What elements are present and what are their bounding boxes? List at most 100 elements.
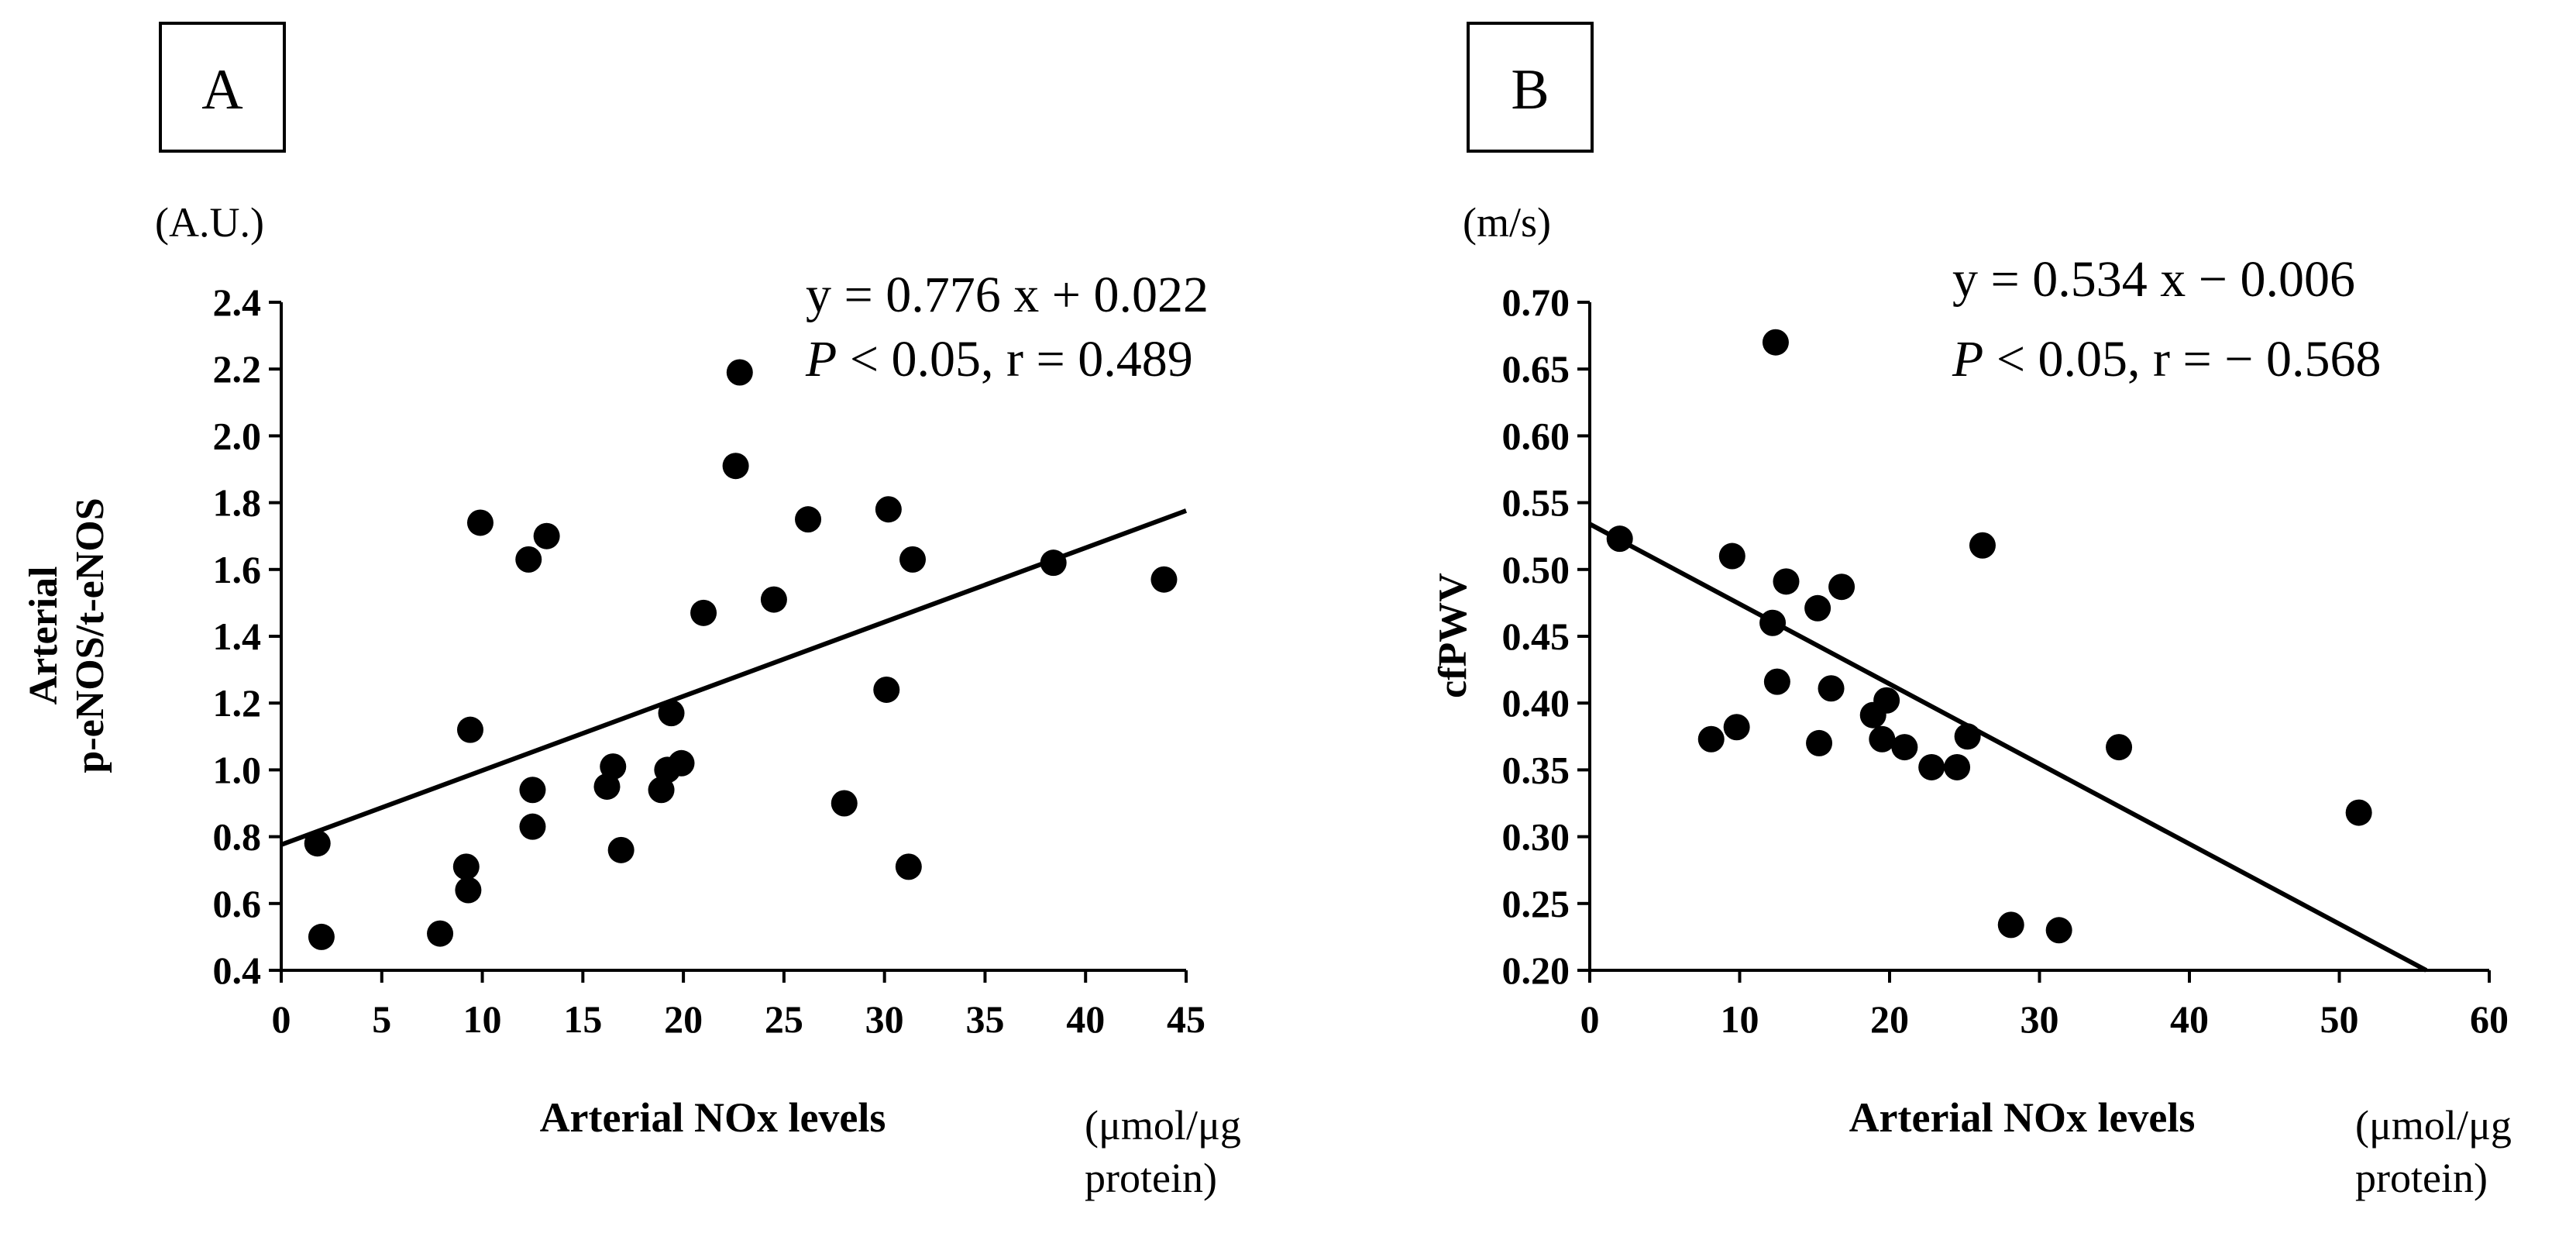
data-point [1697,725,1725,753]
panel-a: A (A.U.) 0.4 0.6 0.8 1.0 1.2 1.4 1.6 1.8 2.0 2.2 2.4… [22,22,1241,1201]
x-unit-label: (μmol/μg [1085,1102,1241,1149]
data-point [519,813,546,840]
x-tick-label: 35 [965,997,1004,1041]
x-tick-label: 45 [1167,997,1205,1041]
stats-text: < 0.05, r = 0.489 [837,331,1192,388]
x-unit-label: protein) [1085,1155,1217,1201]
y-tick-label: 0.35 [1502,748,1570,791]
data-point [1723,714,1750,741]
x-tick-label: 40 [2170,997,2209,1041]
data-point [456,716,483,743]
data-point [1891,734,1918,761]
data-point [2345,799,2372,826]
data-point [1806,729,1833,756]
data-point [2106,734,2133,761]
panel-label: A [201,58,242,122]
data-point [607,836,635,863]
y-tick-label: 2.0 [213,414,262,457]
data-point [895,853,922,880]
y-axis-label: Arterialp-eNOS/t-eNOS [22,498,112,773]
stats-text: < 0.05, r = − 0.568 [1983,331,2381,388]
data-point [600,753,627,780]
x-tick-label: 15 [563,997,602,1041]
data-point [1918,753,1945,780]
x-tick-label: 0 [272,997,291,1041]
data-point [1954,723,1981,750]
x-tick-label: 10 [463,997,502,1041]
x-tick-label: 30 [2021,997,2059,1041]
data-point [722,453,749,480]
y-tick-label: 0.40 [1502,681,1570,725]
y-tick-label: 0.4 [213,949,262,992]
y-axis-label: cfPWV [1431,573,1475,698]
y-tick-label: 0.25 [1502,882,1570,925]
y-tick-label: 1.6 [213,548,262,591]
y-unit-label: (m/s) [1463,199,1551,246]
x-axis-label: Arterial NOx levels [540,1094,886,1141]
data-point [519,777,546,804]
x-tick-label: 50 [2320,997,2359,1041]
x-unit-label: (μmol/μg [2355,1102,2512,1149]
data-point [1828,574,1855,601]
y-tick-label: 2.4 [213,281,262,324]
x-tick-label: 30 [865,997,904,1041]
data-point [2045,917,2072,944]
x-tick-label: 60 [2470,997,2509,1041]
data-point [1969,532,1996,559]
regression-stats: P < 0.05, r = 0.489 [805,331,1193,388]
y-tick-label: 0.60 [1502,414,1570,457]
x-tick-label: 40 [1066,997,1105,1041]
data-point [760,586,787,613]
y-axis-label-line: p-eNOS/t-eNOS [68,498,112,773]
data-point [304,830,331,857]
y-unit-label: (A.U.) [155,199,264,246]
data-point [795,506,822,533]
data-point [515,546,542,573]
data-point [1763,668,1790,695]
data-point [533,522,560,549]
regression-equation: y = 0.534 x − 0.006 [1952,251,2355,308]
data-point [452,853,480,880]
data-point [1773,568,1800,595]
data-point [1818,675,1845,702]
data-point [466,509,494,536]
data-point [308,923,335,950]
y-tick-label: 0.30 [1502,815,1570,859]
x-tick-label: 0 [1580,997,1600,1041]
y-tick-label: 0.70 [1502,281,1570,324]
x-tick-label: 5 [372,997,391,1041]
panel-b: B (m/s) 0.20 0.25 0.30 0.35 0.40 0.45 0.50 0.55 0.… [1431,22,2512,1201]
y-tick-label: 0.20 [1502,949,1570,992]
data-point [648,777,675,804]
y-tick-label: 0.65 [1502,347,1570,391]
data-point [726,359,753,386]
data-point [1997,911,2024,939]
y-tick-label: 0.55 [1502,481,1570,525]
regression-line [1588,522,2428,973]
y-tick-label: 2.2 [213,347,262,391]
data-point [593,773,621,800]
x-unit-label: protein) [2355,1155,2488,1201]
y-tick-label: 0.50 [1502,548,1570,591]
data-point [1150,566,1178,593]
data-point [1606,525,1633,553]
data-point [1759,609,1787,636]
y-tick-label: 1.0 [213,748,262,791]
data-point [831,790,858,817]
data-point [875,496,902,523]
y-tick-label: 1.2 [213,681,262,725]
x-tick-label: 20 [1870,997,1909,1041]
data-point [1762,329,1789,356]
p-symbol: P [805,331,837,388]
data-point [1718,542,1745,570]
data-point [427,920,454,947]
data-point [1869,725,1896,753]
x-tick-label: 25 [765,997,803,1041]
y-tick-label: 0.45 [1502,615,1570,658]
data-point [658,700,685,727]
data-point [873,676,900,703]
regression-stats: P < 0.05, r = − 0.568 [1952,331,2381,388]
x-tick-label: 10 [1721,997,1759,1041]
